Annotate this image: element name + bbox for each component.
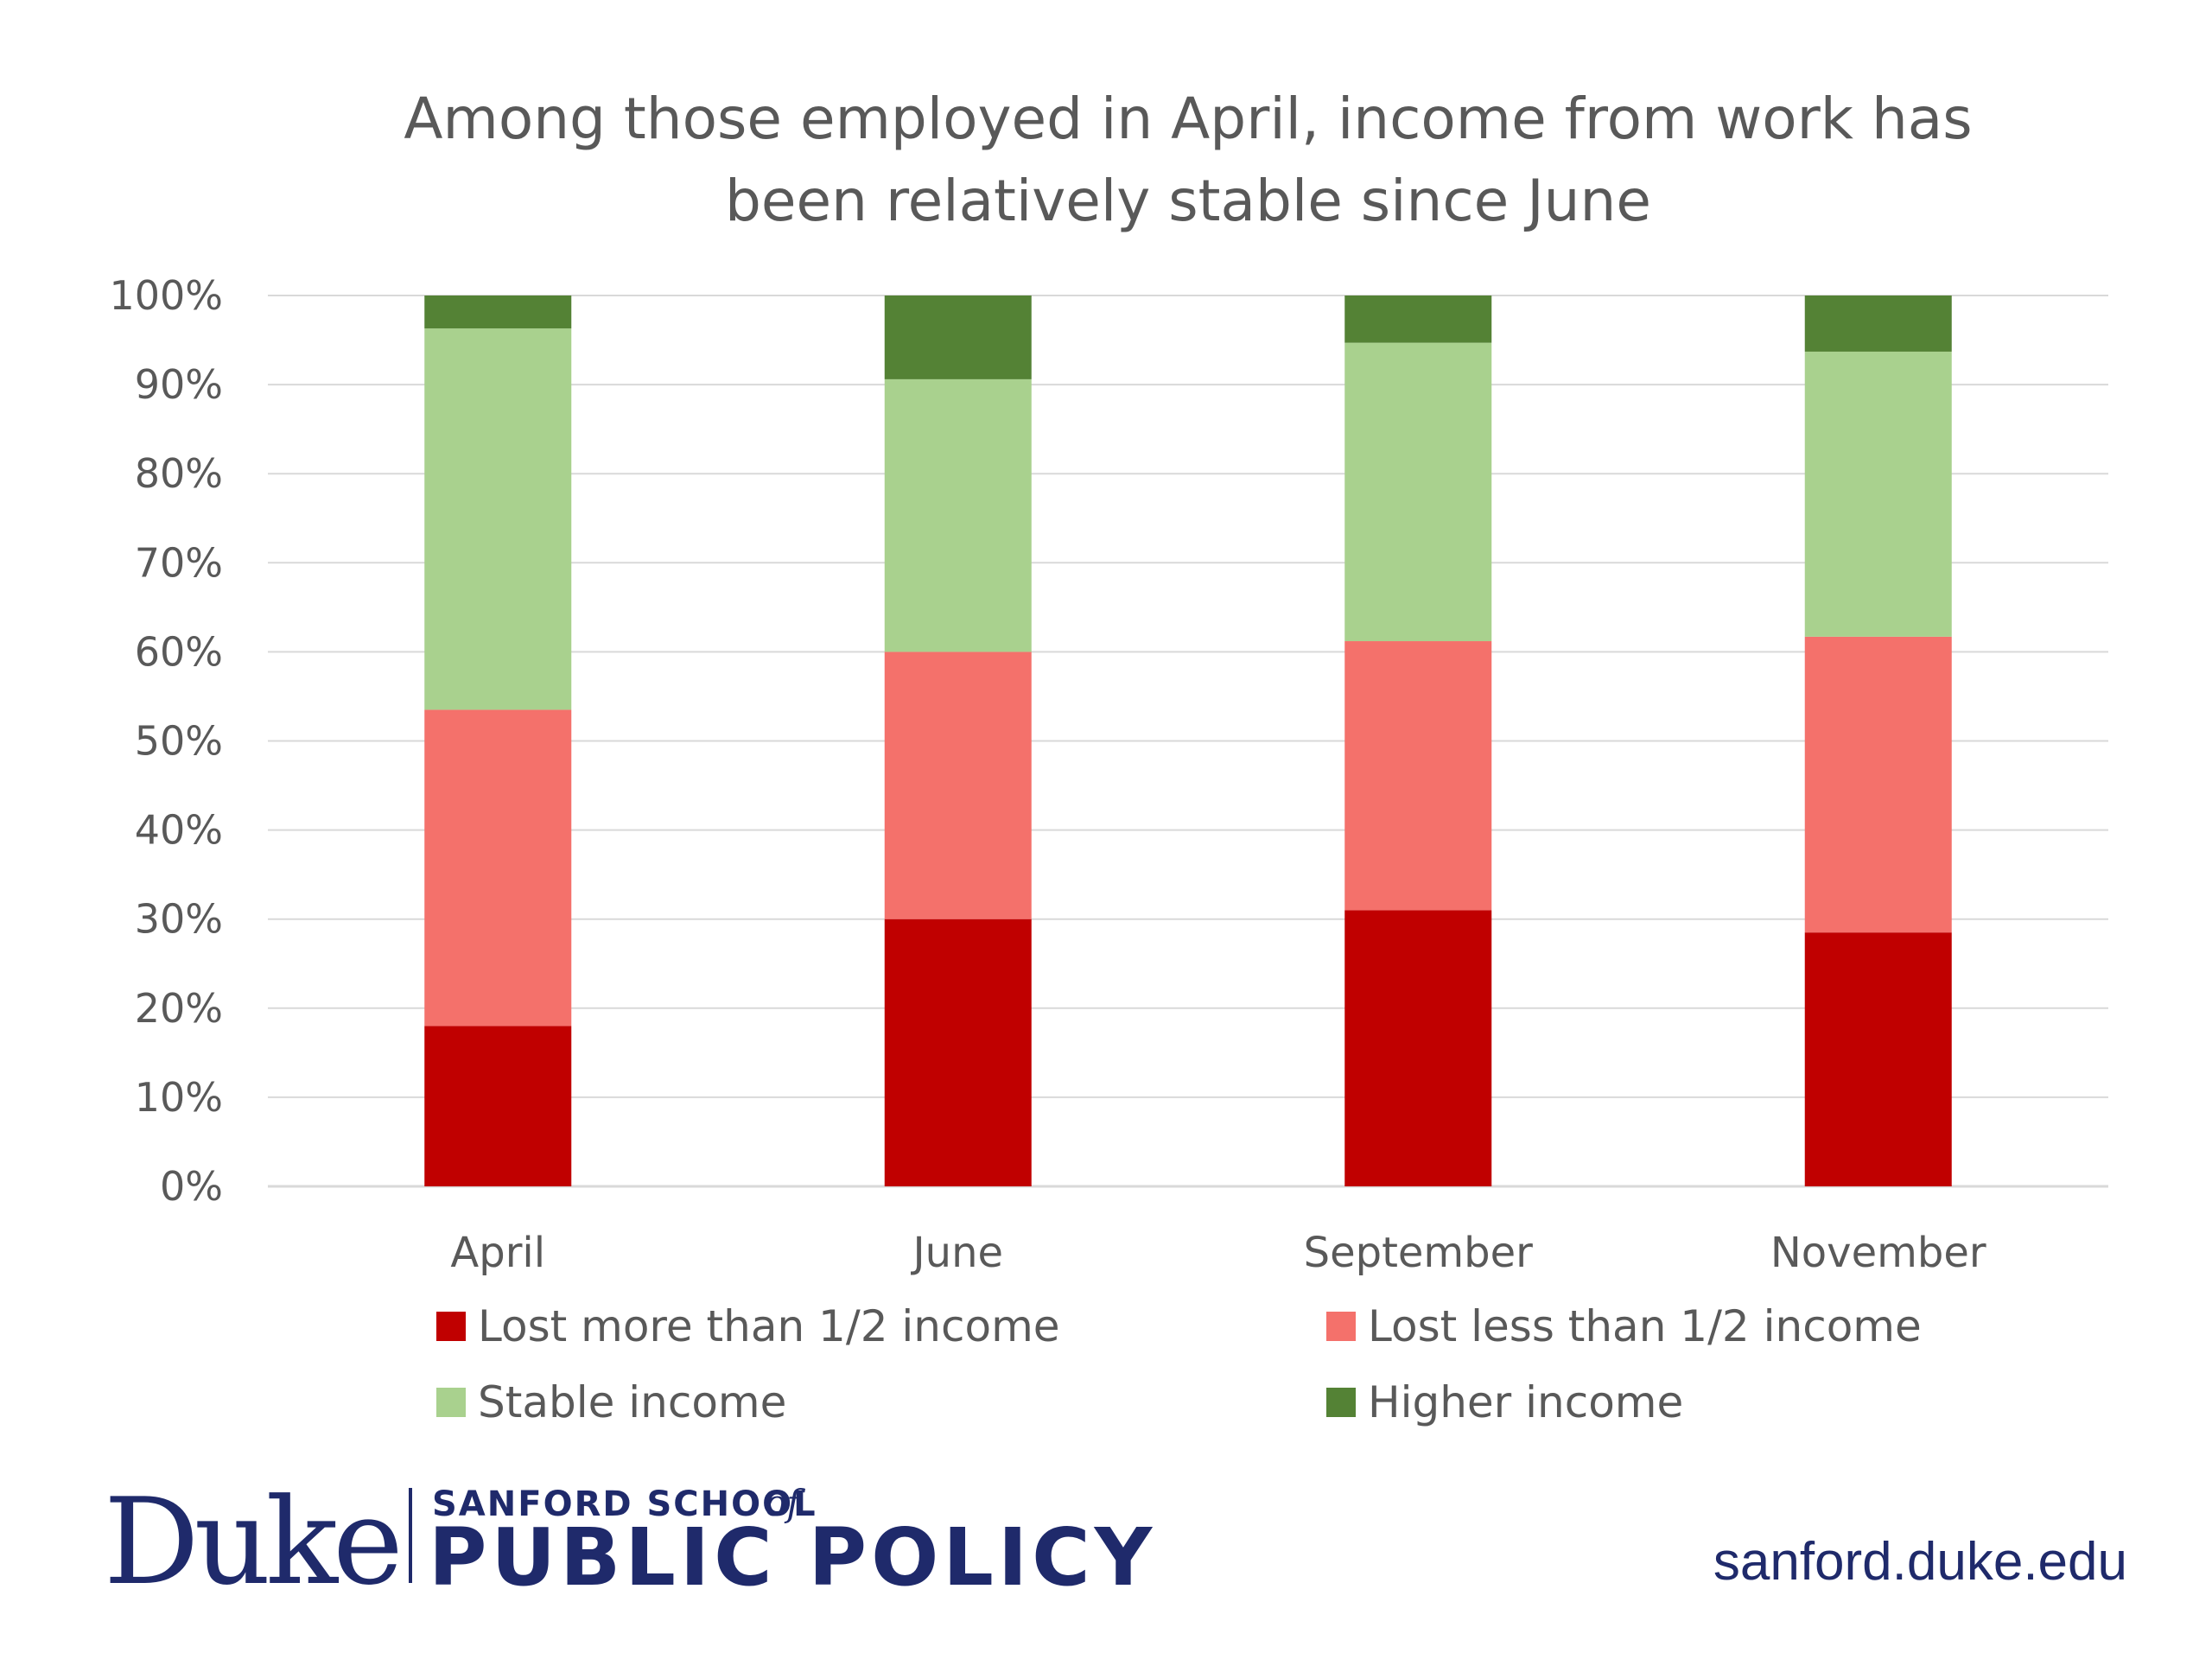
legend-label: Lost more than 1/2 income [478, 1301, 1060, 1351]
y-tick-label: 80% [135, 450, 223, 497]
legend-label: Higher income [1368, 1377, 1683, 1427]
legend: Lost more than 1/2 income Lost less than … [436, 1301, 1922, 1427]
bar-segment [1344, 641, 1492, 911]
bar-segment [884, 652, 1032, 919]
bar-segment [1344, 910, 1492, 1186]
legend-swatch [436, 1388, 466, 1417]
bar-segment [1344, 342, 1492, 642]
y-axis-tick-labels: 0% 10% 20% 30% 40% 50% 60% 70% 80% 90% 100% [109, 272, 223, 1210]
duke-sanford-logo: Duke SANFORD SCHOOL of PUBLIC POLICY [104, 1472, 1156, 1611]
x-axis-category-labels: April June September November [450, 1229, 1986, 1277]
chart-title: Among those employed in April, income fr… [404, 86, 1972, 234]
logo-duke-wordmark: Duke [104, 1472, 398, 1611]
chart-title-line-1: Among those employed in April, income fr… [404, 86, 1972, 152]
y-tick-label: 10% [135, 1074, 223, 1121]
footer-url[interactable]: sanford.duke.edu [1713, 1532, 2127, 1592]
legend-swatch [1326, 1312, 1356, 1341]
bar-segment [1804, 932, 1952, 1186]
legend-swatch [1326, 1388, 1356, 1417]
legend-label: Lost less than 1/2 income [1368, 1301, 1922, 1351]
logo-school-name: SANFORD SCHOOL [432, 1484, 817, 1524]
y-tick-label: 50% [135, 718, 223, 765]
bar-segment [1804, 351, 1952, 637]
y-tick-label: 40% [135, 807, 223, 854]
y-tick-label: 100% [109, 272, 223, 319]
bar-segment [884, 378, 1032, 652]
bar-segment [1344, 296, 1492, 343]
bar-segment [424, 709, 572, 1027]
y-tick-label: 60% [135, 628, 223, 675]
y-tick-label: 90% [135, 361, 223, 408]
legend-swatch [436, 1312, 466, 1341]
bar-segment [424, 1026, 572, 1186]
legend-label: Stable income [478, 1377, 786, 1427]
y-tick-label: 70% [135, 539, 223, 586]
x-category-label: November [1770, 1229, 1986, 1277]
bar-segment [884, 918, 1032, 1186]
bar-segment [424, 328, 572, 710]
x-category-label: June [910, 1229, 1003, 1277]
x-category-label: April [450, 1229, 545, 1277]
chart-title-line-2: been relatively stable since June [725, 168, 1651, 234]
bars [424, 296, 1952, 1186]
bar-segment [1804, 296, 1952, 352]
y-tick-label: 30% [135, 896, 223, 943]
gridlines [268, 295, 2108, 1188]
footer: Duke SANFORD SCHOOL of PUBLIC POLICY san… [104, 1472, 2127, 1611]
bar-segment [1804, 636, 1952, 933]
bar-segment [424, 296, 572, 329]
logo-public-policy: PUBLIC POLICY [429, 1511, 1156, 1604]
logo-school-of: of [765, 1482, 805, 1524]
bar-segment [884, 296, 1032, 379]
y-tick-label: 20% [135, 985, 223, 1032]
x-category-label: September [1304, 1229, 1534, 1277]
y-tick-label: 0% [160, 1163, 223, 1210]
